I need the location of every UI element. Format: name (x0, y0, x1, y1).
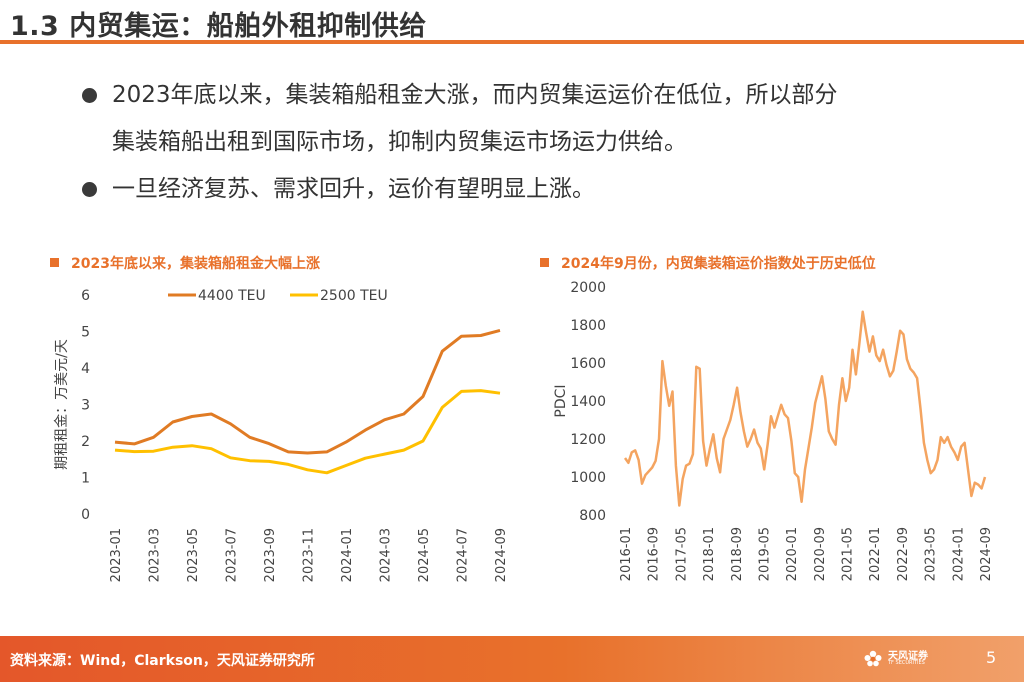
x-tick-label: 2024-09 (979, 527, 994, 581)
tf-securities-logo-icon (864, 650, 882, 667)
bullet-1-line-1: 2023年底以来，集装箱船租金大涨，而内贸集运运价在低位，所以部分 (112, 82, 838, 108)
pdci-chart: 800 1000 1200 1400 1600 1800 2000 PDCI 2016-01 20… (553, 280, 994, 581)
series-line-2500-teu (114, 389, 501, 475)
bullet-2-line-1: 一旦经济复苏、需求回升，运价有望明显上涨。 (112, 176, 595, 202)
x-tick-label: 2017-05 (674, 527, 689, 581)
source-note: 资料来源：Wind，Clarkson，天风证券研究所 (10, 653, 315, 669)
page-number: 5 (986, 648, 997, 667)
y-tick-label: 2 (81, 434, 90, 450)
title-divider (0, 40, 1024, 44)
x-tick-label: 2022-09 (896, 527, 911, 581)
brand-name-en: TF SECURITIES (888, 660, 925, 666)
y-tick-label: 4 (81, 361, 90, 377)
series-line-4400-teu (114, 328, 501, 455)
chart2-title: 2024年9月份，内贸集装箱运价指数处于历史低位 (540, 253, 876, 273)
y-tick-label: 5 (81, 325, 90, 341)
square-bullet-icon (540, 258, 549, 267)
x-tick-label: 2019-05 (757, 527, 772, 581)
series-line-pdci (623, 310, 987, 507)
bullet-item-1: 2023年底以来，集装箱船租金大涨，而内贸集运运价在低位，所以部分 集装箱船出租… (80, 72, 980, 166)
x-tick-label: 2022-01 (868, 527, 883, 581)
x-tick-label: 2023-07 (225, 528, 240, 582)
chart2-title-text: 2024年9月份，内贸集装箱运价指数处于历史低位 (561, 256, 876, 272)
y-tick-label: 0 (81, 507, 90, 523)
legend-label: 4400 TEU (198, 288, 266, 304)
x-tick-label: 2023-11 (302, 528, 317, 582)
legend-label: 2500 TEU (320, 288, 388, 304)
page-title: 1.3 内贸集运：船舶外租抑制供给 (10, 11, 427, 42)
y-axis-label: 期租租金：万美元/天 (54, 339, 70, 470)
y-tick-label: 1400 (570, 394, 606, 410)
x-tick-label: 2024-01 (951, 527, 966, 581)
x-tick-label: 2023-03 (148, 528, 163, 582)
x-tick-label: 2024-09 (494, 528, 509, 582)
y-tick-label: 1000 (570, 470, 606, 486)
x-tick-label: 2024-03 (379, 528, 394, 582)
footer-bar: 资料来源：Wind，Clarkson，天风证券研究所 天风证券 TF SECUR… (0, 636, 1024, 682)
y-axis-label: PDCI (553, 384, 569, 417)
brand-name: 天风证券 (888, 651, 928, 662)
y-tick-label: 6 (81, 288, 90, 304)
bullet-dot-icon (82, 182, 97, 197)
bullet-dot-icon (82, 88, 97, 103)
y-tick-label: 3 (81, 398, 90, 414)
x-tick-label: 2024-05 (417, 528, 432, 582)
y-tick-label: 2000 (570, 280, 606, 296)
x-tick-label: 2018-09 (730, 527, 745, 581)
y-tick-label: 800 (579, 508, 606, 524)
chart1-title: 2023年底以来，集装箱船租金大幅上涨 (50, 253, 320, 273)
x-tick-label: 2023-05 (186, 528, 201, 582)
x-tick-label: 2021-05 (841, 527, 856, 581)
bullet-list: 2023年底以来，集装箱船租金大涨，而内贸集运运价在低位，所以部分 集装箱船出租… (80, 72, 980, 213)
x-tick-label: 2024-01 (340, 528, 355, 582)
bullet-1-line-2: 集装箱船出租到国际市场，抑制内贸集运市场运力供给。 (112, 129, 687, 155)
x-tick-label: 2023-01 (109, 528, 124, 582)
bullet-item-2: 一旦经济复苏、需求回升，运价有望明显上涨。 (80, 166, 980, 213)
x-tick-label: 2018-01 (702, 527, 717, 581)
rent-chart: 0 1 2 3 4 5 6 期租租金：万美元/天 2023-01 2023-03 2023-05 20… (54, 288, 509, 582)
y-tick-label: 1600 (570, 356, 606, 372)
y-tick-label: 1800 (570, 318, 606, 334)
x-tick-label: 2016-01 (619, 527, 634, 581)
x-tick-label: 2016-09 (647, 527, 662, 581)
x-tick-label: 2024-07 (456, 528, 471, 582)
x-tick-label: 2023-09 (263, 528, 278, 582)
x-tick-label: 2020-01 (785, 527, 800, 581)
chart1-title-text: 2023年底以来，集装箱船租金大幅上涨 (71, 256, 320, 272)
x-tick-label: 2023-05 (924, 527, 939, 581)
y-tick-label: 1200 (570, 432, 606, 448)
x-tick-label: 2020-09 (813, 527, 828, 581)
square-bullet-icon (50, 258, 59, 267)
y-tick-label: 1 (81, 471, 90, 487)
